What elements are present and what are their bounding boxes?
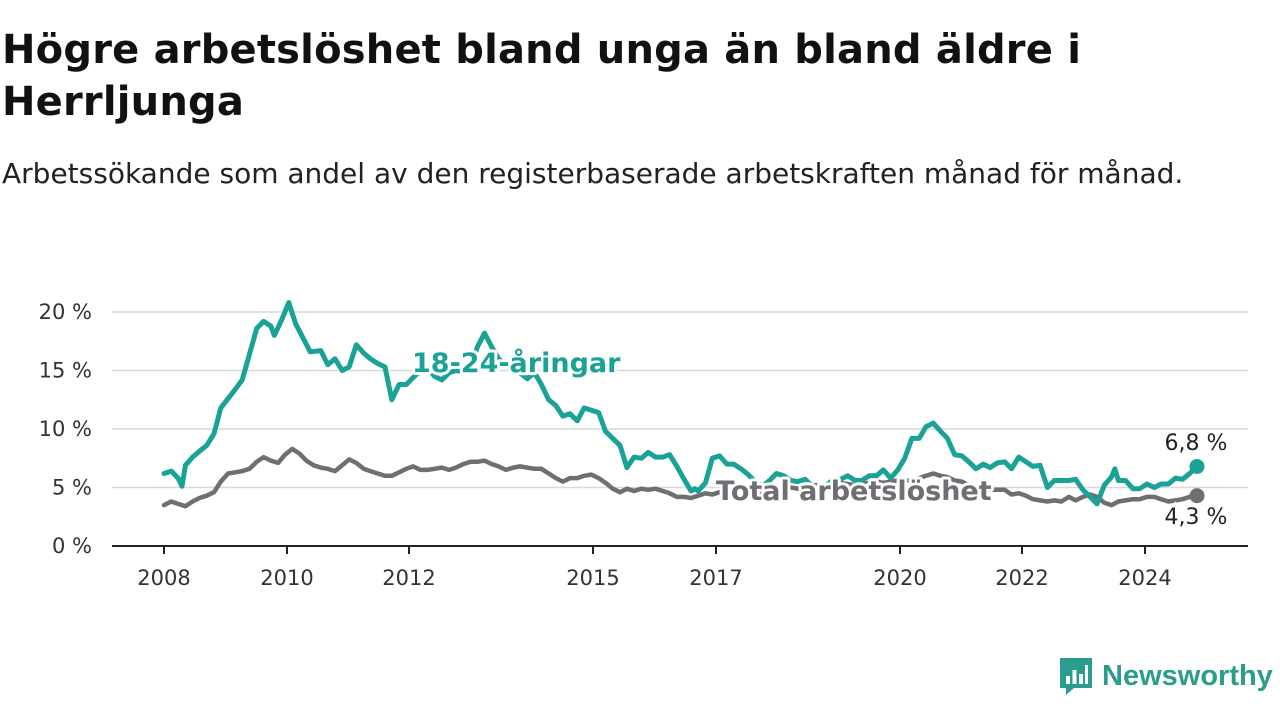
x-tick-label: 2020 bbox=[873, 566, 926, 590]
y-tick-label: 10 % bbox=[39, 417, 92, 441]
series-label-total: Total arbetslöshet bbox=[716, 476, 992, 507]
y-tick-label: 15 % bbox=[39, 359, 92, 383]
y-axis: 0 % 5 % 10 % 15 % 20 % bbox=[39, 300, 92, 558]
x-tick-label: 2024 bbox=[1118, 566, 1171, 590]
x-tick-label: 2015 bbox=[566, 566, 619, 590]
chart-title: Högre arbetslöshet bland unga än bland ä… bbox=[2, 27, 1082, 125]
x-tick-label: 2017 bbox=[689, 566, 742, 590]
x-axis: 2008 2010 2012 2015 2017 2020 2022 2024 bbox=[112, 545, 1248, 590]
series-end-point bbox=[1189, 458, 1205, 474]
series-end-point bbox=[1189, 488, 1205, 504]
newsworthy-logo[interactable]: Newsworthy bbox=[1058, 654, 1273, 698]
series-label-youth: 18-24-åringar bbox=[412, 347, 621, 379]
series-lines bbox=[161, 300, 1205, 509]
y-tick-label: 0 % bbox=[52, 534, 92, 558]
chart-subtitle: Arbetssökande som andel av den registerb… bbox=[2, 157, 1184, 190]
y-tick-label: 20 % bbox=[39, 300, 92, 324]
bar-chart-logo-icon bbox=[1060, 658, 1092, 695]
end-value-label-total: 4,3 % bbox=[1165, 505, 1228, 530]
x-tick-label: 2008 bbox=[137, 566, 190, 590]
y-tick-label: 5 % bbox=[52, 476, 92, 500]
line-chart: 0 %5 %10 %15 %20 % 2008 2010 2012 2015 2017 2… bbox=[39, 300, 1248, 590]
series-line bbox=[161, 300, 1200, 507]
series-line bbox=[161, 446, 1200, 509]
brand-name: Newsworthy bbox=[1102, 659, 1273, 692]
x-tick-label: 2010 bbox=[260, 566, 313, 590]
x-tick-label: 2022 bbox=[995, 566, 1048, 590]
gridlines bbox=[112, 311, 1248, 489]
x-tick-label: 2012 bbox=[382, 566, 435, 590]
series-labels: 18-24-åringar Total arbetslöshet 6,8 % 4,3 … bbox=[409, 344, 1230, 533]
end-value-label-youth: 6,8 % bbox=[1165, 431, 1228, 456]
